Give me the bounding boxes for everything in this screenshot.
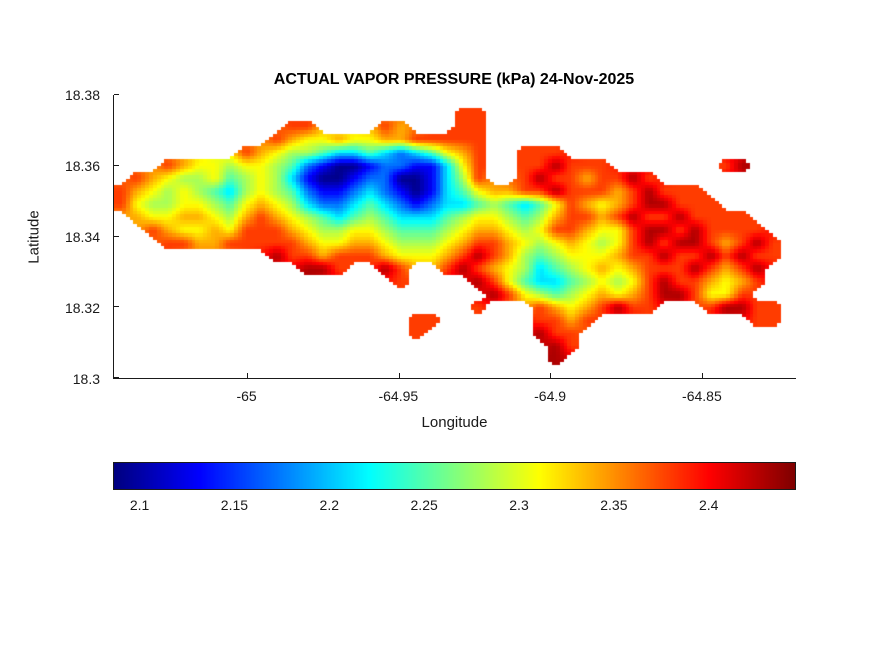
y-tick-label: 18.32: [64, 300, 100, 316]
y-tick-label: 18.34: [64, 229, 100, 245]
colorbar-tick-label: 2.1: [129, 497, 150, 513]
colorbar-tick-label: 2.4: [698, 497, 719, 513]
x-tick-mark: [702, 373, 704, 378]
y-tick-label: 18.36: [64, 158, 100, 174]
colorbar: [113, 462, 796, 490]
x-tick-labels: -65 -64.95 -64.9 -64.85: [113, 386, 796, 406]
colorbar-tick-label: 2.15: [220, 497, 249, 513]
y-tick-mark: [114, 306, 119, 308]
colorbar-tick-label: 2.2: [319, 497, 340, 513]
colorbar-canvas: [114, 463, 795, 489]
x-tick-mark: [247, 373, 249, 378]
colorbar-tick-labels: 2.1 2.15 2.2 2.25 2.3 2.35 2.4: [113, 497, 796, 515]
colorbar-tick-label: 2.3: [509, 497, 529, 513]
x-tick-mark: [398, 373, 400, 378]
colorbar-tick-label: 2.35: [600, 497, 628, 513]
x-tick-label: -64.85: [682, 388, 722, 404]
y-tick-label: 18.3: [72, 371, 100, 387]
map-canvas: [114, 95, 796, 378]
y-tick-mark: [114, 94, 119, 95]
x-tick-label: -64.9: [534, 388, 567, 404]
y-tick-labels: 18.38 18.36 18.34 18.32 18.3: [44, 87, 106, 387]
x-tick-label: -65: [236, 388, 257, 404]
y-tick-mark: [114, 235, 119, 237]
chart-title: ACTUAL VAPOR PRESSURE (kPa) 24-Nov-2025: [273, 71, 635, 88]
y-tick-mark: [114, 164, 119, 166]
y-tick-mark: [114, 377, 119, 378]
x-tick-mark: [550, 373, 552, 378]
y-tick-label: 18.38: [64, 87, 100, 103]
colorbar-tick-label: 2.25: [410, 497, 438, 513]
x-tick-label: -64.95: [378, 388, 419, 404]
y-axis-label: Latitude: [25, 210, 43, 264]
plot-area: [113, 94, 796, 379]
x-axis-label: Longitude: [421, 414, 488, 431]
